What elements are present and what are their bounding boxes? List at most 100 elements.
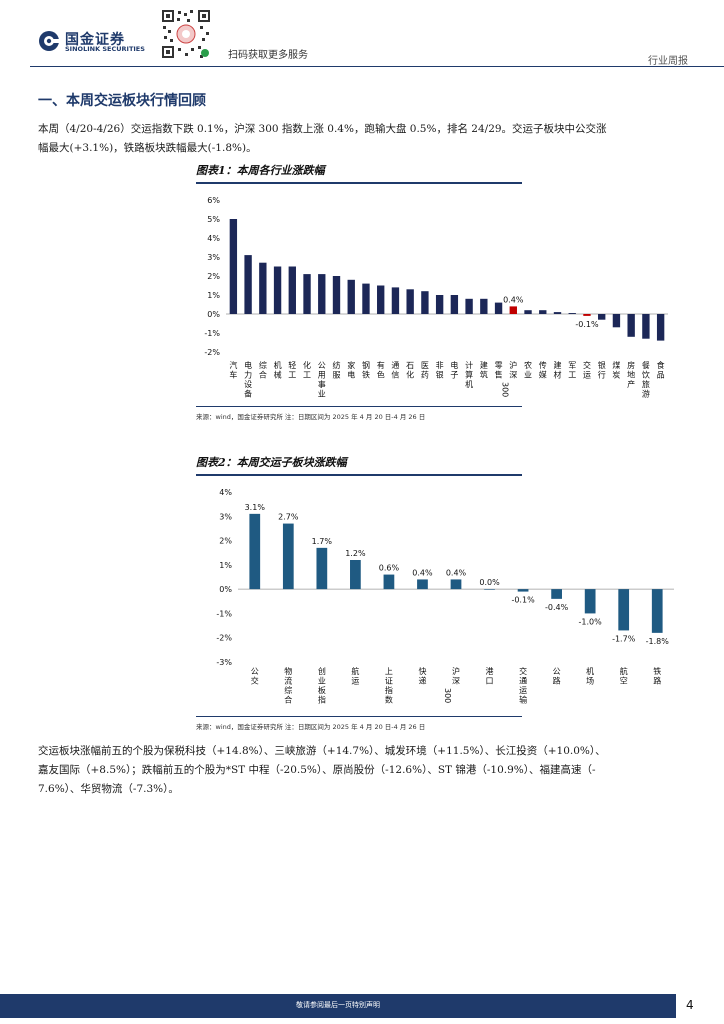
bar-公交 (249, 513, 261, 590)
x-tick-label-航空-char: 空 (620, 676, 628, 686)
figure2-bottom-rule (196, 716, 522, 717)
x-tick-label-交通运输-char: 输 (519, 695, 527, 705)
data-label-公路: -0.4% (545, 603, 569, 612)
x-tick-label-食品-char: 食 (657, 360, 665, 370)
x-tick-label-建筑: 建筑 (480, 360, 488, 380)
x-tick-label-沪深300-digits: 300 (500, 382, 509, 397)
bar-计算机 (465, 298, 473, 314)
bar-食品 (656, 314, 665, 341)
x-tick-label-军工-char: 工 (568, 371, 576, 380)
data-label-沪深300: 0.4% (446, 568, 467, 577)
intro-line-2: 幅最大(+3.1%)，铁路板块跌幅最大(-1.8%)。 (38, 142, 257, 154)
x-tick-label-航空: 航空 (620, 666, 628, 686)
industry-returns-chart: -2%-1%0%1%2%3%4%5%6%汽车电力设备综合机械轻工化工公用事业纺服… (204, 196, 668, 399)
x-tick-label-港口: 港口 (486, 666, 494, 686)
x-tick-label-机场-char: 机 (586, 666, 594, 676)
x-tick-label-医药: 医药 (421, 361, 429, 380)
bar-化工 (303, 274, 311, 314)
x-tick-label-综合: 综合 (259, 360, 267, 380)
y-tick-label: 1% (219, 561, 232, 570)
x-tick-label-农业-char: 农 (524, 360, 532, 370)
bar-上证指数 (383, 574, 395, 590)
x-tick-label-沪深300-char: 沪 (509, 360, 517, 370)
bar-军工 (568, 313, 576, 314)
bar-银行 (598, 314, 606, 320)
x-tick-label-交通运输-char: 通 (519, 676, 527, 686)
y-tick-label: 5% (207, 215, 220, 224)
x-tick-label-机场: 机场 (586, 666, 594, 686)
bar-机场 (584, 589, 596, 614)
bar-综合 (259, 262, 267, 314)
x-tick-label-物流综合-char: 流 (284, 676, 292, 686)
x-tick-label-创业板指-char: 创 (318, 666, 326, 676)
x-tick-label-创业板指-char: 板 (318, 685, 326, 695)
y-tick-label: -1% (204, 329, 220, 338)
logo-text-en: SINOLINK SECURITIES (65, 45, 145, 53)
x-tick-label-军工: 军工 (568, 361, 576, 380)
x-tick-label-航空-char: 航 (620, 666, 628, 676)
x-tick-label-沪深300-char: 深 (509, 371, 517, 380)
y-tick-label: -2% (216, 634, 232, 643)
x-tick-label-纺服-char: 纺 (333, 360, 341, 370)
x-tick-label-快递-char: 快 (418, 666, 426, 676)
x-tick-label-机场-char: 场 (586, 677, 594, 686)
x-tick-label-煤炭-char: 炭 (612, 371, 620, 380)
company-logo: 国金证券 SINOLINK SECURITIES (38, 28, 148, 54)
y-tick-label: 0% (219, 585, 232, 594)
x-tick-label-房地产-char: 地 (627, 370, 635, 380)
x-tick-label-物流综合-char: 综 (284, 685, 292, 695)
x-tick-label-上证指数-char: 指 (385, 685, 393, 695)
qr-code-icon[interactable] (160, 8, 212, 60)
x-tick-label-公路-char: 公 (553, 667, 561, 676)
x-tick-label-化工: 化工 (303, 360, 311, 380)
data-label-交运: -0.1% (575, 320, 599, 329)
x-tick-label-交通运输-char: 交 (519, 666, 527, 676)
x-tick-label-通信: 通信 (391, 360, 399, 380)
x-tick-label-公路: 公路 (553, 667, 561, 686)
x-tick-label-通信-char: 通 (391, 360, 399, 370)
x-tick-label-公交: 公交 (251, 667, 259, 686)
x-tick-label-传媒-char: 传 (539, 360, 547, 370)
bar-通信 (391, 287, 400, 314)
x-tick-label-建材-char: 建 (554, 360, 562, 370)
x-tick-label-铁路-char: 路 (653, 676, 661, 686)
x-tick-label-电力设备-char: 备 (244, 389, 252, 399)
data-label-航运: 1.2% (345, 549, 366, 558)
x-tick-label-沪深300-char: 沪 (452, 666, 460, 676)
report-type-tag: 行业周报 (648, 56, 688, 67)
bar-传媒 (539, 310, 547, 314)
x-tick-label-家电: 家电 (347, 360, 355, 380)
x-tick-label-医药-char: 药 (421, 370, 429, 380)
x-tick-label-钢铁-char: 钢 (362, 360, 370, 370)
x-tick-label-传媒: 传媒 (539, 360, 547, 380)
bar-航运 (350, 560, 361, 590)
y-tick-label: 1% (207, 291, 220, 300)
x-tick-label-房地产: 房地产 (627, 360, 635, 389)
logo-mark-icon (39, 31, 59, 51)
x-tick-label-航运: 航运 (351, 666, 359, 686)
data-label-港口: 0.0% (479, 578, 500, 587)
bar-农业 (524, 310, 532, 314)
bar-公用事业 (318, 274, 326, 314)
figure1-title: 图表1：本周各行业涨跌幅 (196, 164, 325, 177)
bar-沪深300 (450, 579, 462, 590)
x-tick-label-餐饮旅游-char: 饮 (642, 370, 650, 380)
x-tick-label-交运: 交运 (583, 360, 591, 380)
x-tick-label-港口-char: 口 (486, 677, 494, 686)
x-tick-label-物流综合-char: 合 (284, 695, 292, 705)
data-label-沪深300: 0.4% (503, 295, 524, 304)
x-tick-label-石化: 石化 (406, 361, 414, 380)
figure1-bottom-rule (196, 406, 522, 407)
bar-港口 (484, 589, 495, 590)
x-tick-label-综合-char: 合 (259, 370, 267, 380)
figure1-top-rule (196, 182, 522, 184)
x-tick-label-铁路: 铁路 (653, 666, 661, 686)
x-tick-label-计算机-char: 机 (465, 379, 473, 389)
y-tick-label: -1% (216, 609, 232, 618)
x-tick-label-电力设备-char: 电 (244, 360, 252, 370)
y-tick-label: 3% (219, 512, 232, 521)
x-tick-label-餐饮旅游-char: 游 (642, 389, 650, 399)
